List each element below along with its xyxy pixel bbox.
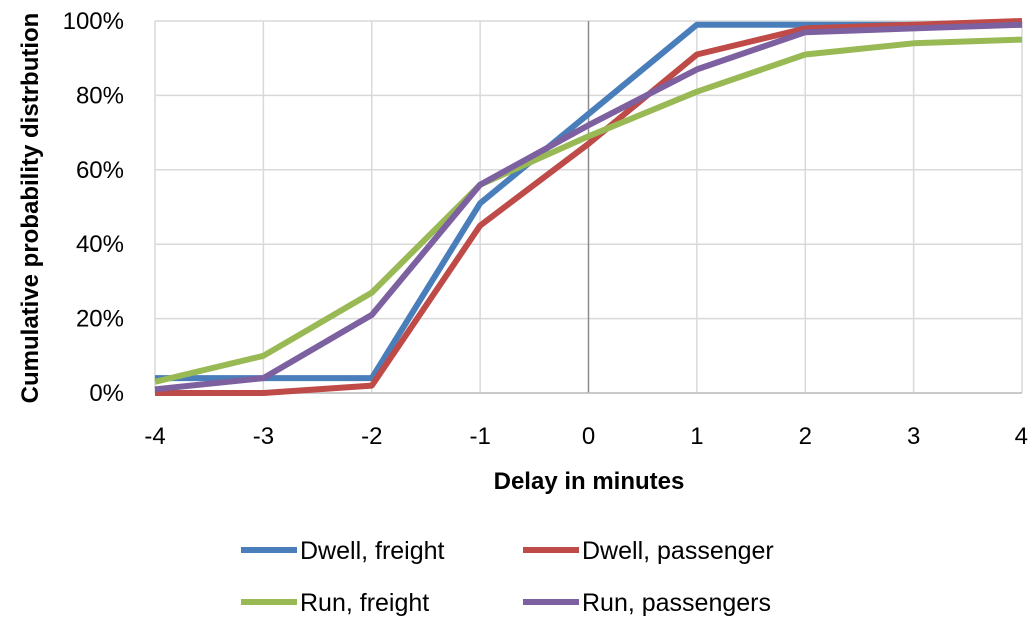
axes bbox=[155, 21, 1022, 394]
x-axis-title: Delay in minutes bbox=[494, 468, 685, 495]
y-tick-label: 100% bbox=[63, 8, 124, 35]
x-tick-label: -2 bbox=[361, 423, 382, 450]
y-tick-label: 60% bbox=[76, 157, 124, 184]
tick-labels: 0% 20% 40% 60% 80% 100% -4 -3 -2 -1 0 1 2 3 4 bbox=[63, 8, 1028, 450]
y-tick-label: 80% bbox=[76, 82, 124, 109]
x-tick-label: 4 bbox=[1015, 423, 1028, 450]
legend-label: Run, freight bbox=[300, 589, 429, 617]
x-tick-label: 1 bbox=[690, 423, 703, 450]
series-line bbox=[154, 21, 1023, 393]
x-tick-label: -3 bbox=[253, 423, 274, 450]
x-tick-label: 0 bbox=[582, 423, 595, 450]
legend: Dwell, freight Dwell, passenger Run, freig… bbox=[241, 537, 774, 617]
x-tick-label: 3 bbox=[907, 423, 920, 450]
y-tick-label: 0% bbox=[89, 380, 124, 407]
y-tick-label: 40% bbox=[76, 231, 124, 258]
series-line bbox=[154, 36, 1023, 385]
y-tick-label: 20% bbox=[76, 306, 124, 333]
y-axis-title: Cumulative probability distrbution bbox=[17, 13, 44, 404]
legend-label: Dwell, freight bbox=[300, 537, 445, 565]
x-tick-label: -4 bbox=[144, 423, 165, 450]
x-tick-label: -1 bbox=[469, 423, 490, 450]
series-lines bbox=[154, 18, 1023, 396]
x-tick-label: 2 bbox=[799, 423, 812, 450]
legend-label: Dwell, passenger bbox=[582, 537, 774, 565]
legend-label: Run, passengers bbox=[582, 589, 771, 617]
series-line bbox=[155, 18, 1023, 396]
